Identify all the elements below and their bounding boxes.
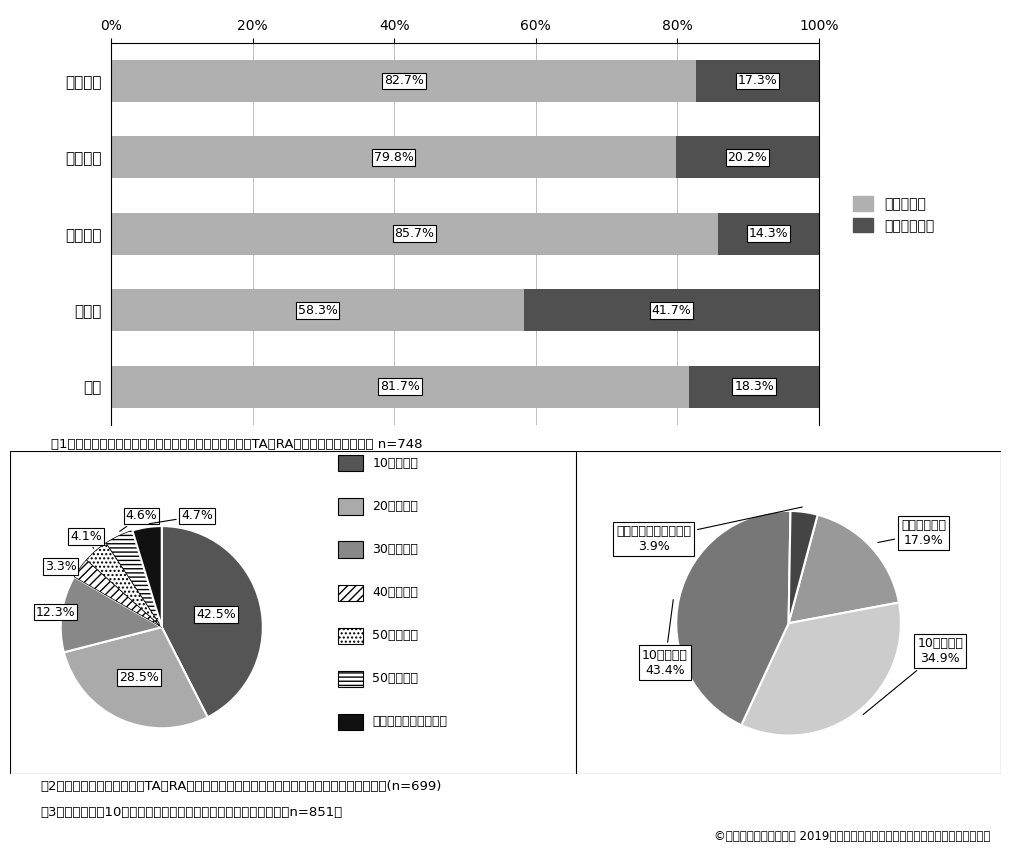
- Bar: [524, 289, 819, 332]
- Text: ©全国大学院生協議会　 2019年度大学院生の研究・経済実態アンケート調査結果: ©全国大学院生協議会 2019年度大学院生の研究・経済実態アンケート調査結果: [715, 830, 991, 843]
- Wedge shape: [162, 526, 263, 717]
- Text: 50時間未満: 50時間未満: [372, 629, 419, 643]
- Wedge shape: [106, 530, 162, 627]
- Wedge shape: [132, 526, 162, 627]
- Text: 図1．何らかのアルバイトに従事する大学院生の割合（TA・RA、非常勤講師を含む） n=748: 図1．何らかのアルバイトに従事する大学院生の割合（TA・RA、非常勤講師を含む）…: [51, 438, 422, 450]
- Text: 10時間以上
43.4%: 10時間以上 43.4%: [642, 599, 687, 677]
- Bar: [690, 366, 819, 408]
- Text: 81.7%: 81.7%: [380, 380, 421, 393]
- Bar: [676, 136, 819, 178]
- Text: 4.1%: 4.1%: [70, 530, 102, 548]
- Wedge shape: [789, 511, 818, 623]
- Text: 58.3%: 58.3%: [297, 303, 338, 317]
- Bar: [111, 212, 718, 255]
- Text: 85.7%: 85.7%: [394, 227, 435, 241]
- Text: 17.3%: 17.3%: [738, 75, 777, 88]
- Text: 79.8%: 79.8%: [374, 150, 413, 164]
- Text: 42.5%: 42.5%: [196, 608, 236, 620]
- Text: 4.6%: 4.6%: [119, 509, 158, 531]
- Wedge shape: [86, 543, 162, 627]
- Text: 時間が決まっていない: 時間が決まっていない: [372, 716, 448, 728]
- Text: 図2．（左）アルバイト等（TA・RA、非常勤講師含む）に従事する院生の週当たり労働時間(n=699): 図2．（左）アルバイト等（TA・RA、非常勤講師含む）に従事する院生の週当たり労…: [40, 780, 442, 793]
- Wedge shape: [741, 603, 901, 735]
- Bar: [111, 136, 676, 178]
- Bar: [339, 585, 363, 601]
- Bar: [111, 366, 690, 408]
- Bar: [339, 541, 363, 558]
- Bar: [697, 60, 819, 102]
- Text: 時間が決まっていない
3.9%: 時間が決まっていない 3.9%: [617, 507, 803, 553]
- Bar: [339, 714, 363, 730]
- Text: 14.3%: 14.3%: [748, 227, 789, 241]
- Text: 4.7%: 4.7%: [150, 509, 213, 524]
- Bar: [339, 456, 363, 472]
- Text: 30時間未満: 30時間未満: [372, 543, 419, 556]
- Text: 10時間未満: 10時間未満: [372, 457, 419, 470]
- Text: 10時間未満
34.9%: 10時間未満 34.9%: [863, 638, 963, 715]
- Text: 50時間以上: 50時間以上: [372, 672, 419, 685]
- Wedge shape: [676, 511, 791, 725]
- Text: 40時間未満: 40時間未満: [372, 586, 419, 599]
- Wedge shape: [61, 577, 162, 652]
- Bar: [339, 627, 363, 643]
- Bar: [339, 671, 363, 687]
- Text: 12.3%: 12.3%: [35, 605, 76, 619]
- Text: 3.3%: 3.3%: [44, 560, 77, 573]
- Text: 82.7%: 82.7%: [384, 75, 424, 88]
- Wedge shape: [64, 627, 207, 728]
- Wedge shape: [789, 515, 899, 623]
- Bar: [718, 212, 819, 255]
- Text: 図3．（右）週に10時間以上アルバイト等に従事する院生の割合（n=851）: 図3．（右）週に10時間以上アルバイト等に従事する院生の割合（n=851）: [40, 806, 343, 819]
- Bar: [111, 60, 697, 102]
- Text: 働いていない
17.9%: 働いていない 17.9%: [878, 519, 946, 547]
- Text: 41.7%: 41.7%: [651, 303, 692, 317]
- Text: 18.3%: 18.3%: [734, 380, 774, 393]
- Text: 28.5%: 28.5%: [119, 672, 159, 684]
- Bar: [339, 498, 363, 514]
- Text: 20時間未満: 20時間未満: [372, 500, 419, 513]
- Wedge shape: [74, 560, 162, 627]
- Bar: [111, 289, 524, 332]
- Text: 20.2%: 20.2%: [728, 150, 767, 164]
- Legend: 働いている, 働いていない: 働いている, 働いていない: [847, 190, 940, 239]
